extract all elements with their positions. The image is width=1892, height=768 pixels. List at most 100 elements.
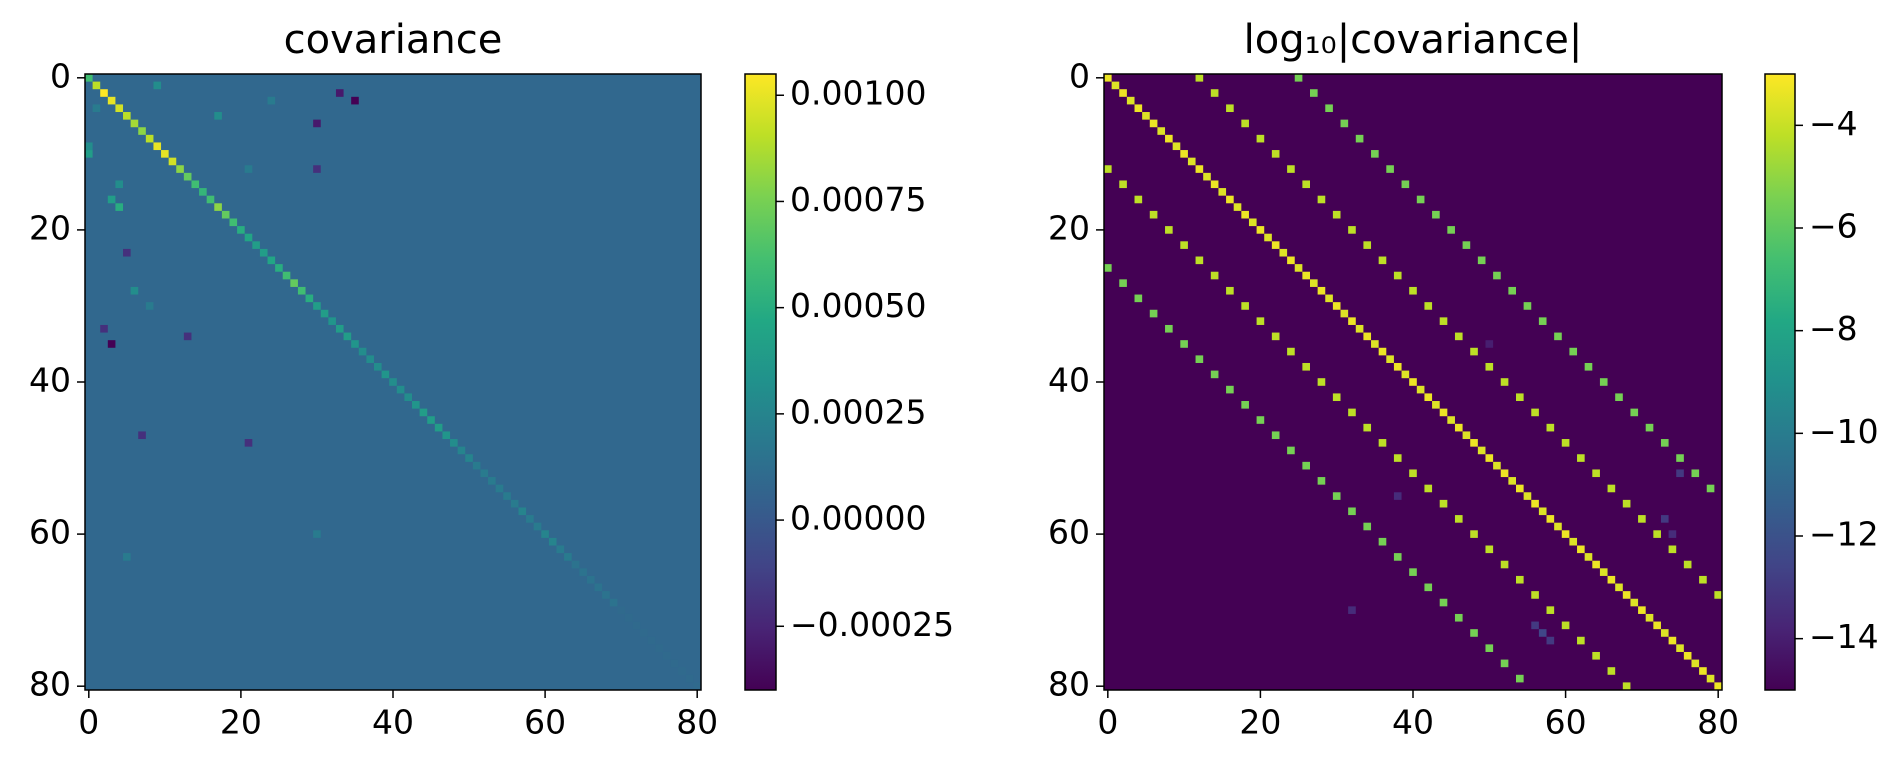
heatmap-cell <box>168 157 177 166</box>
heatmap-cell <box>1287 256 1295 265</box>
x-tick-label: 20 <box>220 703 262 742</box>
heatmap-cell <box>1470 530 1478 538</box>
heatmap-cell <box>244 233 253 242</box>
heatmap-cell <box>1241 401 1249 409</box>
heatmap-cell <box>282 271 291 280</box>
heatmap-cell <box>1577 454 1585 462</box>
heatmap-cell <box>404 393 413 402</box>
heatmap-cell <box>1706 674 1715 683</box>
heatmap-cell <box>206 195 215 204</box>
heatmap-cell <box>267 96 276 105</box>
y-tick-label: 0 <box>1069 56 1090 95</box>
heatmap-cell <box>1561 530 1570 538</box>
heatmap-cell <box>1485 362 1494 371</box>
heatmap-cell <box>1523 302 1532 310</box>
heatmap-cell <box>1104 264 1112 272</box>
heatmap-cell <box>1149 210 1158 219</box>
heatmap-cell <box>123 248 131 257</box>
heatmap-cell <box>1302 362 1310 371</box>
heatmap-cell <box>1393 553 1402 561</box>
heatmap-cell <box>275 264 283 272</box>
heatmap-cell <box>244 439 253 447</box>
heatmap-cell <box>1332 210 1341 219</box>
heatmap-cell <box>1271 332 1280 341</box>
x-tick-label: 0 <box>78 703 99 742</box>
heatmap-cell <box>1348 226 1356 234</box>
heatmap-cell <box>1531 591 1539 599</box>
heatmap-cell <box>1180 241 1188 249</box>
heatmap-cell <box>472 461 481 470</box>
heatmap-cell <box>1248 218 1257 227</box>
heatmap-cell <box>488 477 496 485</box>
colorbar-tick-label: 0.00025 <box>790 392 926 431</box>
heatmap-cell <box>1622 499 1631 508</box>
heatmap-cell <box>1424 393 1433 402</box>
x-tick-label: 60 <box>1545 703 1587 742</box>
heatmap-cell <box>1241 119 1249 128</box>
heatmap-cell <box>1271 241 1280 249</box>
heatmap-cell <box>655 644 663 652</box>
heatmap-cell <box>1462 241 1471 249</box>
heatmap-cell <box>541 530 549 538</box>
heatmap-cell <box>1531 621 1539 630</box>
heatmap-cell <box>1577 545 1585 554</box>
heatmap-cell <box>1355 134 1364 143</box>
heatmap-cell <box>313 165 321 173</box>
heatmap-cell <box>632 621 641 630</box>
colorbar <box>1764 73 1796 691</box>
heatmap-cell <box>1226 385 1234 394</box>
heatmap-cell <box>1378 439 1387 447</box>
heatmap-cell <box>1546 636 1555 645</box>
heatmap-cell <box>229 218 238 227</box>
heatmap-cell <box>1676 469 1684 478</box>
colorbar-tick-label: 0.00100 <box>790 74 926 113</box>
heatmap-cell <box>1378 347 1387 356</box>
heatmap-cell <box>1599 568 1608 576</box>
heatmap-cell <box>602 591 610 599</box>
heatmap-cell <box>1699 667 1707 675</box>
heatmap-cell <box>1302 271 1310 280</box>
heatmap-cell <box>107 96 116 105</box>
heatmap-cell <box>1157 127 1166 135</box>
colorbar-tick-label: −4 <box>1809 104 1858 143</box>
y-tick-label: 20 <box>1048 208 1090 247</box>
heatmap-cell <box>1493 271 1501 280</box>
heatmap-cell <box>1340 119 1349 128</box>
heatmap-cell <box>1470 629 1478 637</box>
heatmap-cell <box>510 499 519 508</box>
colorbar-tick-label: 0.00050 <box>790 286 926 325</box>
heatmap-cell <box>1439 598 1448 607</box>
heatmap-cell <box>1554 332 1562 341</box>
heatmap-cell <box>1615 393 1623 402</box>
heatmap-cell <box>1393 454 1402 462</box>
heatmap-cell <box>1111 81 1120 90</box>
heatmap-cell <box>1409 286 1417 295</box>
colorbar <box>744 73 777 691</box>
heatmap-cell <box>214 203 222 211</box>
heatmap-cell <box>647 636 656 645</box>
heatmap-cell <box>335 89 344 97</box>
heatmap-cell <box>1264 233 1272 242</box>
heatmap-cell <box>1271 431 1280 440</box>
y-tick-label: 40 <box>29 361 71 400</box>
heatmap-cell <box>1210 180 1219 189</box>
heatmap-cell <box>183 332 192 341</box>
heatmap-cell <box>1241 210 1249 219</box>
heatmap-cell <box>662 651 671 660</box>
heatmap-cell <box>1668 545 1677 554</box>
heatmap-cell <box>1294 264 1303 272</box>
heatmap-cell <box>1409 568 1417 576</box>
heatmap-cell <box>1554 522 1562 531</box>
heatmap-cell <box>1134 195 1143 204</box>
heatmap-cell <box>1325 104 1333 113</box>
heatmap-cell <box>1516 674 1524 683</box>
heatmap-cell <box>1660 629 1669 637</box>
heatmap-cell <box>1165 134 1173 143</box>
heatmap-cell <box>617 606 625 614</box>
heatmap-cell <box>1485 454 1494 462</box>
heatmap-cell <box>145 134 154 143</box>
heatmap-cell <box>1622 591 1631 599</box>
heatmap-cell <box>556 545 565 554</box>
heatmap-cell <box>1317 286 1326 295</box>
